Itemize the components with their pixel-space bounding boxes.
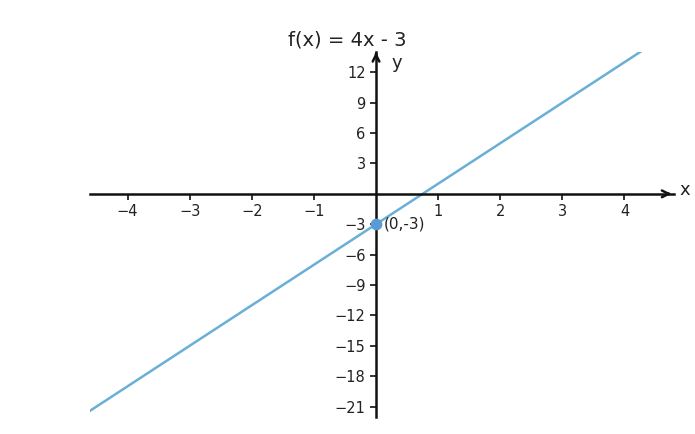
Text: y: y [391,54,402,72]
Text: x: x [679,181,689,199]
Text: f(x) = 4x - 3: f(x) = 4x - 3 [288,30,407,49]
Point [370,221,382,228]
Text: (0,-3): (0,-3) [384,217,425,232]
